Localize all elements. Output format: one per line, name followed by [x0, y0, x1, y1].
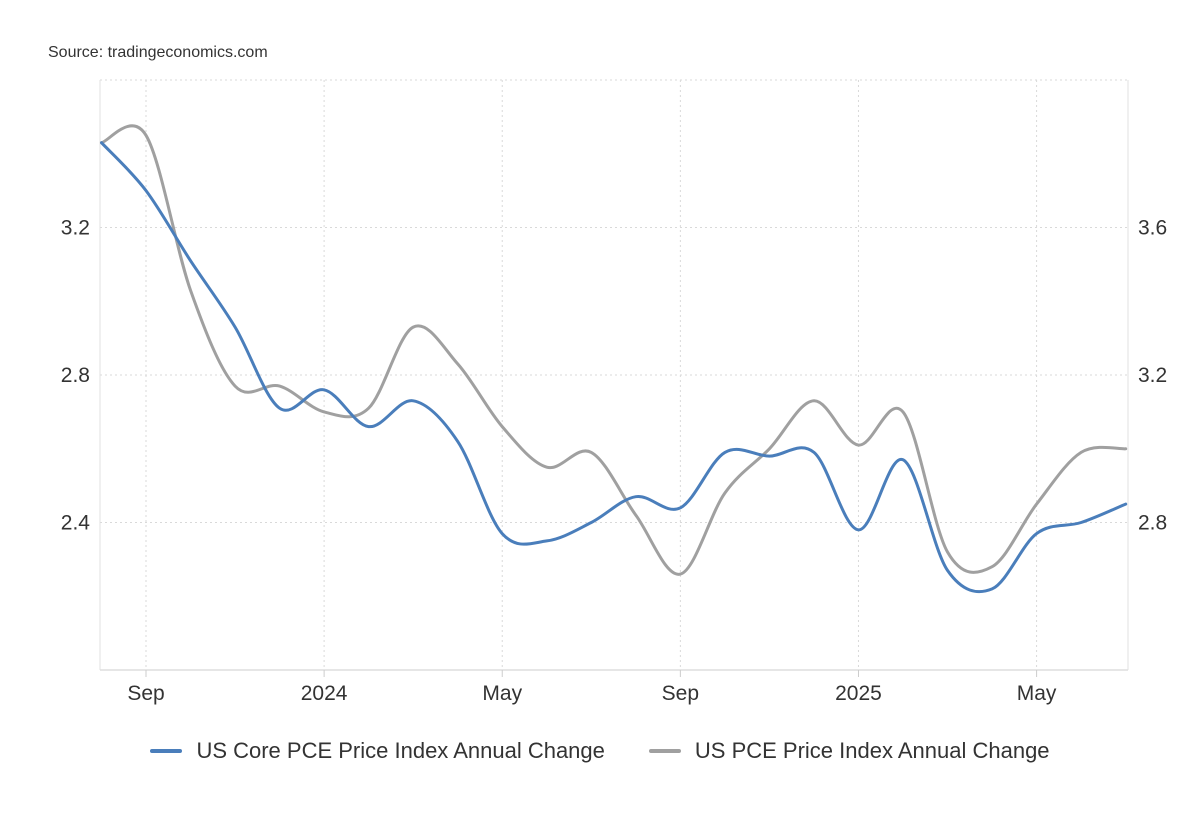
left-axis-tick-label: 3.2 [61, 217, 90, 240]
legend-item-core-pce[interactable]: US Core PCE Price Index Annual Change [150, 738, 605, 764]
x-axis-tick-label: May [1017, 682, 1057, 705]
x-axis-tick-label: Sep [662, 682, 699, 705]
grid-lines [100, 79, 1128, 670]
x-axis-tick-label: Sep [127, 682, 164, 705]
legend-label-core-pce: US Core PCE Price Index Annual Change [196, 738, 605, 763]
series-line-core-pce [100, 141, 1128, 594]
x-axis-tick-label: 2024 [301, 682, 348, 705]
left-axis-tick-label: 2.8 [61, 364, 90, 387]
x-axis-tick-labels: Sep 2024 May Sep 2025 May [127, 682, 1057, 705]
legend-swatch-pce [648, 749, 681, 753]
left-axis-tick-labels: 3.2 2.8 2.4 [61, 217, 91, 535]
x-axis-tick-label: May [482, 682, 522, 705]
left-axis-tick-label: 2.4 [61, 512, 91, 535]
legend-label-pce: US PCE Price Index Annual Change [694, 738, 1050, 763]
chart-source: Source: tradingeconomics.com [48, 44, 268, 61]
x-axis-tick-label: 2025 [835, 682, 882, 705]
series-line-pce [100, 124, 1128, 576]
chart-axes [99, 80, 1129, 677]
right-axis-tick-label: 2.8 [1138, 512, 1167, 535]
right-axis-tick-label: 3.2 [1138, 364, 1167, 387]
right-axis-tick-labels: 3.6 3.2 2.8 [1138, 217, 1167, 535]
series-lines [100, 124, 1128, 594]
right-axis-tick-label: 3.6 [1138, 217, 1167, 240]
legend-item-pce[interactable]: US PCE Price Index Annual Change [648, 738, 1050, 764]
chart-legend: US Core PCE Price Index Annual Change US… [0, 738, 1200, 764]
legend-swatch-core-pce [150, 749, 183, 753]
